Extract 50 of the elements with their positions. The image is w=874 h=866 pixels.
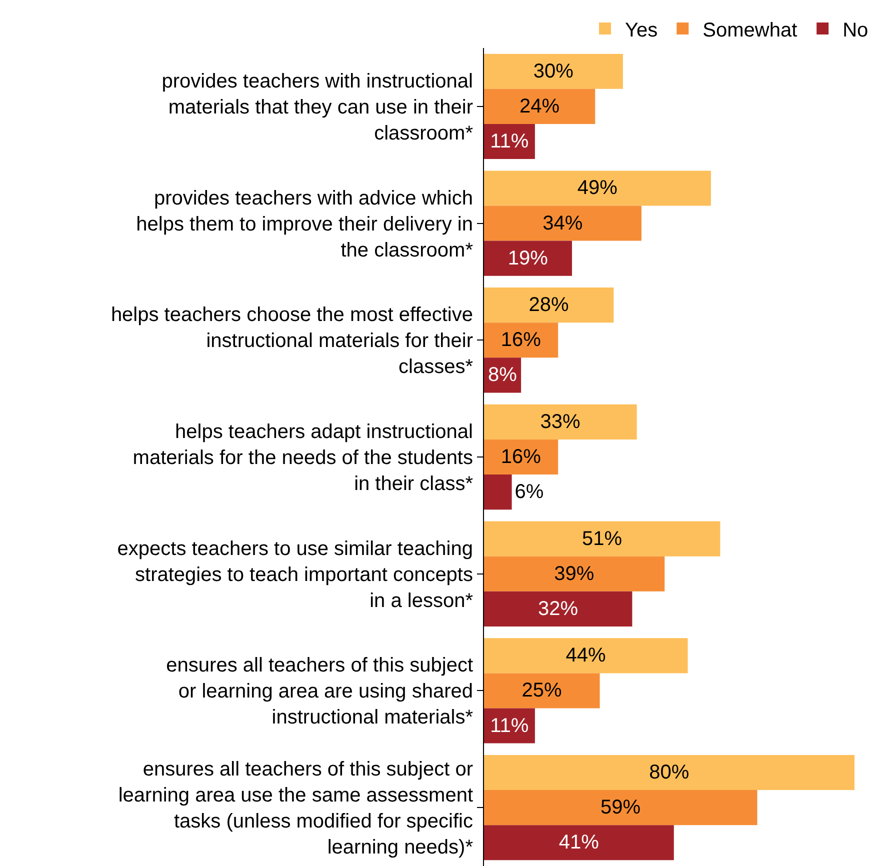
- data-label: 16%: [500, 446, 542, 468]
- data-label: 34%: [542, 212, 583, 234]
- y-tick-label: ensures all teachers of this subject or learning area use the same assessment tasks (unless modified for specific learning needs)*: [118, 758, 474, 859]
- data-label: 28%: [528, 294, 569, 316]
- data-label: 16%: [500, 329, 542, 352]
- y-tick-label: helps teachers choose the most effective instructional materials for their classes*: [110, 304, 474, 378]
- bar: [484, 708, 535, 744]
- data-label: 32%: [538, 598, 578, 620]
- bar: [484, 170, 711, 206]
- data-label: 44%: [566, 644, 606, 667]
- data-label: 51%: [582, 528, 622, 550]
- y-tick-label: provides teachers with instructional materials that they can use in their classroom*: [162, 70, 474, 144]
- bar: [484, 521, 720, 556]
- data-label: 6%: [514, 481, 544, 504]
- data-label: 59%: [600, 796, 641, 819]
- data-label: 30%: [533, 60, 574, 82]
- data-label: 24%: [519, 95, 560, 118]
- bar: [484, 439, 558, 475]
- legend-label: Somewhat: [702, 19, 798, 42]
- bar: [484, 240, 572, 276]
- data-label: 39%: [554, 562, 594, 585]
- bar: [484, 322, 558, 358]
- data-label: 11%: [490, 714, 529, 737]
- bar: [484, 206, 642, 241]
- bar: [484, 556, 665, 592]
- data-label: 41%: [558, 832, 600, 854]
- data-label: 25%: [522, 680, 562, 702]
- data-label: 19%: [508, 247, 548, 270]
- bar: [484, 790, 758, 826]
- bar: [484, 591, 632, 626]
- bar: [484, 88, 596, 124]
- data-label: 80%: [649, 762, 690, 784]
- y-tick-label: provides teachers with advice which helps them to improve their delivery in the classroom*: [136, 187, 474, 262]
- data-label: 11%: [490, 130, 529, 152]
- legend-label: Yes: [625, 19, 658, 42]
- data-label: 8%: [488, 364, 518, 386]
- y-tick-label: ensures all teachers of this subject or learning area are using shared instructional materials*: [166, 654, 474, 729]
- data-label: 33%: [540, 410, 581, 433]
- bar: [484, 754, 854, 790]
- bar: [484, 54, 623, 89]
- bar: [484, 673, 600, 708]
- bar: [484, 404, 637, 440]
- y-tick-label: expects teachers to use similar teaching strategies to teach important concepts in a lesson*: [117, 538, 474, 612]
- y-tick-label: helps teachers adapt instructional materials for the needs of the students in their class*: [132, 421, 474, 495]
- bar: [484, 638, 688, 674]
- data-label: 49%: [577, 177, 618, 200]
- bar: [484, 474, 512, 510]
- bar: [484, 825, 674, 860]
- bar: [484, 288, 614, 323]
- legend-label: No: [842, 19, 868, 42]
